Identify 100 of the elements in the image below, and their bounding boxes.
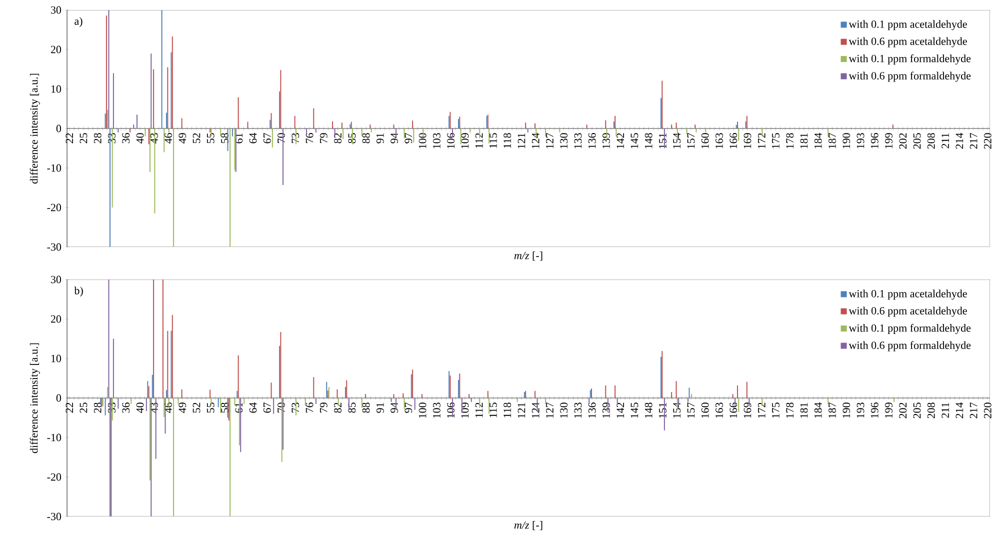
x-tick-label: 142 [616, 402, 624, 418]
x-tick-label: 130 [560, 133, 568, 148]
x-tick-label: 157 [687, 402, 695, 418]
x-tick-label: 22 [66, 133, 73, 144]
x-tick-label: 91 [376, 133, 384, 144]
x-tick-label: 46 [164, 133, 172, 144]
x-tick-label: 121 [518, 402, 526, 418]
x-tick-label: 36 [122, 133, 130, 144]
x-tick-label: 208 [927, 133, 935, 149]
x-tick-label: 154 [673, 132, 681, 148]
y-tick-label: -10 [47, 434, 62, 442]
x-tick-label: 88 [362, 133, 370, 144]
legend-label: with 0.1 ppm formaldehyde [848, 54, 971, 65]
y-tick-label: 0 [56, 124, 62, 132]
x-tick-label: 49 [178, 133, 186, 144]
y-tick-label: -30 [47, 243, 62, 251]
x-tick-label: 193 [856, 402, 864, 418]
x-axis-title: m/z [-] [514, 252, 542, 261]
x-tick-label: 79 [320, 402, 328, 412]
legend-label: with 0.6 ppm acetaldehyde [848, 306, 967, 317]
x-tick-label: 64 [249, 132, 257, 144]
x-tick-label: 40 [136, 402, 144, 413]
x-tick-label: 181 [800, 402, 808, 418]
x-tick-label: 166 [730, 402, 738, 418]
y-tick-label: 10 [51, 354, 62, 362]
x-tick-label: 175 [772, 133, 780, 148]
text: b) [74, 286, 83, 297]
x-tick-label: 112 [475, 402, 483, 418]
x-tick-label: 196 [870, 133, 878, 148]
x-tick-label: 190 [842, 402, 850, 418]
x-tick-label: 76 [306, 133, 314, 143]
x-tick-label: 28 [94, 133, 102, 144]
x-tick-label: 127 [546, 402, 554, 418]
x-tick-label: 145 [630, 133, 638, 148]
x-tick-label: 172 [758, 402, 766, 418]
x-tick-label: 55 [206, 402, 214, 413]
y-tick-label: 20 [50, 46, 62, 54]
x-tick-label: 130 [560, 402, 568, 418]
x-tick-label: 106 [447, 133, 455, 148]
x-tick-label: 49 [178, 402, 186, 413]
x-tick-label: 184 [814, 402, 822, 418]
y-tick-label: 10 [51, 85, 62, 93]
x-tick-label: 97 [404, 402, 412, 413]
x-tick-label: 100 [418, 133, 426, 148]
x-tick-label: 214 [956, 132, 964, 149]
x-tick-label: 52 [192, 402, 200, 413]
x-tick-label: 103 [432, 133, 440, 148]
x-tick-label: 103 [432, 402, 440, 418]
x-tick-label: 118 [504, 402, 512, 418]
x-tick-label: 196 [870, 402, 878, 418]
x-tick-label: 166 [730, 133, 738, 148]
x-tick-label: 115 [490, 402, 497, 418]
y-tick-label: -10 [47, 164, 62, 172]
x-tick-label: 64 [249, 402, 257, 413]
x-tick-label: 115 [490, 133, 497, 148]
x-axis-title: m/z [-] [514, 521, 542, 530]
x-tick-label: 175 [772, 402, 780, 418]
x-tick-label: 40 [136, 133, 144, 144]
x-tick-label: 169 [744, 133, 752, 148]
x-tick-label: 220 [984, 133, 992, 149]
x-tick-label: 25 [80, 402, 88, 413]
x-tick-label: 91 [376, 402, 384, 413]
x-tick-label: 202 [899, 402, 907, 418]
x-tick-label: 205 [913, 402, 921, 418]
x-tick-label: 151 [659, 133, 666, 148]
x-tick-label: 25 [80, 133, 88, 144]
x-tick-label: 118 [504, 133, 512, 148]
x-tick-label: 100 [418, 402, 426, 418]
y-tick-label: 30 [51, 276, 62, 284]
x-tick-label: 136 [588, 133, 596, 148]
y-tick-label: 20 [50, 315, 62, 323]
x-tick-label: 202 [899, 133, 907, 149]
legend-label: with 0.6 ppm acetaldehyde [848, 37, 967, 48]
x-tick-label: 190 [842, 133, 850, 148]
x-tick-label: 22 [66, 402, 73, 413]
x-tick-label: 211 [942, 402, 949, 418]
x-tick-label: 214 [956, 402, 964, 418]
x-tick-label: 208 [927, 402, 935, 418]
x-tick-label: 67 [263, 402, 271, 413]
x-tick-label: 220 [984, 402, 992, 418]
legend-label: with 0.6 ppm formaldehyde [848, 72, 971, 82]
legend-label: with 0.1 ppm acetaldehyde [848, 290, 967, 300]
y-tick-label: 0 [56, 394, 62, 402]
y-tick-label: -20 [47, 204, 62, 212]
legend-label: with 0.1 ppm formaldehyde [848, 324, 971, 334]
x-tick-label: 205 [913, 133, 921, 149]
x-tick-label: 121 [518, 133, 526, 148]
y-axis-title: difference intensity [a.u.] [30, 74, 40, 184]
x-tick-label: 178 [786, 133, 794, 148]
x-tick-label: 193 [856, 133, 864, 148]
x-tick-label: 199 [885, 402, 892, 418]
x-tick-label: 163 [716, 133, 723, 148]
x-tick-label: 139 [602, 402, 610, 418]
x-tick-label: 142 [616, 133, 624, 148]
x-tick-label: 184 [814, 132, 822, 148]
x-tick-label: 160 [701, 133, 709, 148]
x-tick-label: 217 [970, 402, 978, 418]
legend-label: with 0.6 ppm formaldehyde [848, 341, 971, 352]
x-tick-label: 76 [306, 402, 314, 412]
y-axis-title: difference intensity [a.u.] [30, 343, 40, 454]
